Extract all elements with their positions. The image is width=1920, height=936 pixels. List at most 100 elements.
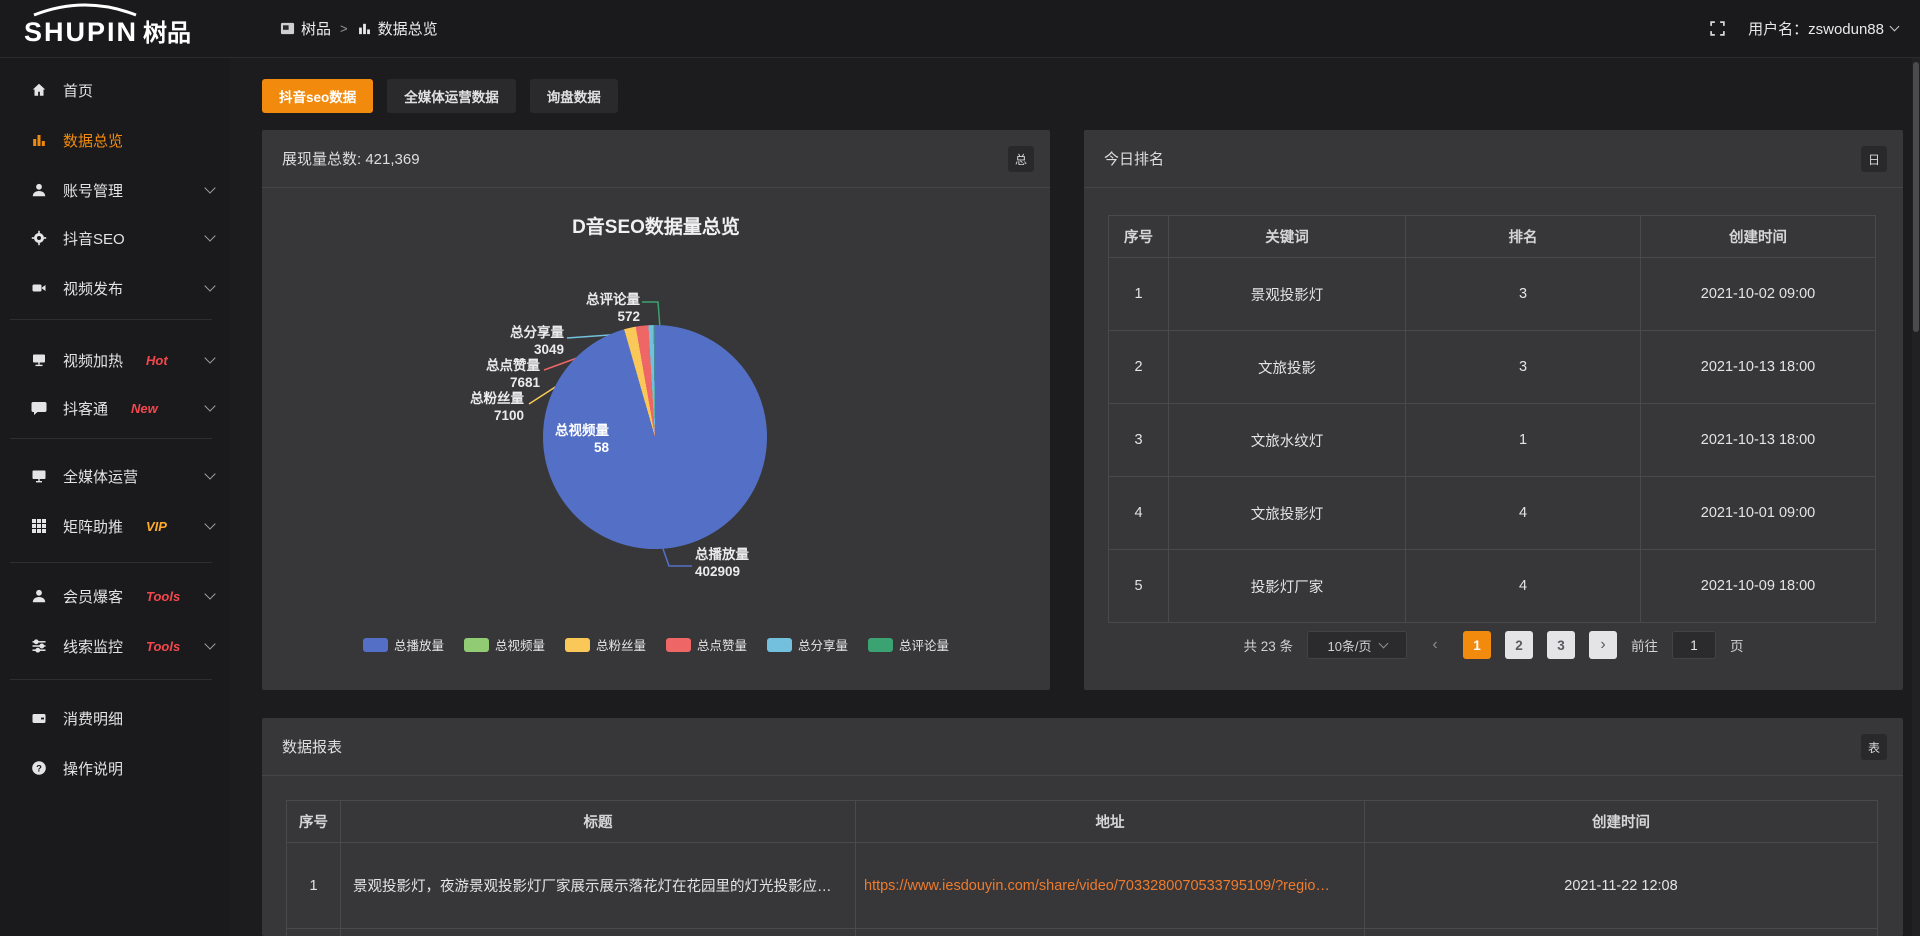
chevron-down-icon (204, 280, 216, 292)
col-index: 序号 (286, 800, 341, 843)
chevron-down-icon (1889, 21, 1900, 32)
grid-icon (32, 519, 46, 533)
pie-label-likes: 总点赞量 7681 (486, 358, 540, 390)
legend-swatch (362, 637, 388, 652)
sidebar-item-video-publish[interactable]: 视频发布 (0, 264, 230, 312)
page-button-3[interactable]: 3 (1547, 631, 1576, 659)
goto-label: 前往 (1631, 639, 1659, 654)
screen-icon (33, 354, 45, 367)
total-view-badge[interactable]: 总 (1008, 146, 1034, 172)
chevron-down-icon (1378, 638, 1388, 648)
report-table-header-row: 序号 标题 地址 创建时间 (286, 800, 1878, 843)
pagination: 共 23 条 10条/页 ‹ 1 2 3 › 前往 页 (1084, 631, 1903, 659)
col-created: 创建时间 (1364, 800, 1878, 843)
logo-text-en: SHUPIN (24, 16, 139, 47)
sidebar-item-video-heating[interactable]: 视频加热 Hot (0, 336, 230, 384)
page-button-1[interactable]: 1 (1463, 631, 1492, 659)
breadcrumb-current[interactable]: 数据总览 (357, 18, 438, 39)
data-source-tabs: 抖音seo数据 全媒体运营数据 询盘数据 (262, 79, 618, 113)
video-camera-icon (32, 284, 46, 292)
scrollbar-thumb[interactable] (1913, 62, 1919, 332)
legend-item-likes[interactable]: 总点赞量 (666, 635, 747, 654)
tab-omni-media-data[interactable]: 全媒体运营数据 (387, 79, 516, 113)
fullscreen-icon[interactable] (1709, 20, 1726, 37)
breadcrumb: 树品 > 数据总览 (280, 18, 438, 39)
legend-swatch (564, 637, 590, 652)
video-link[interactable]: https://www.iesdouyin.com/share/video/70… (864, 877, 1330, 894)
chart-legend: 总播放量 总视频量 总粉丝量 总点赞量 总分享量 总评论量 (262, 635, 1050, 654)
legend-swatch (767, 637, 793, 652)
sidebar-item-doukeTong[interactable]: 抖客通 New (0, 384, 230, 432)
sidebar-item-member-burst[interactable]: 会员爆客 Tools (0, 572, 230, 620)
pie-chart-area: D音SEO数据量总览 总评论量 572 总分享量 3049 总点赞量 7681 … (262, 188, 1050, 690)
new-badge: New (131, 400, 158, 416)
page-size-select[interactable]: 10条/页 (1307, 631, 1408, 659)
table-row: 3 文旅水纹灯 1 2021-10-13 18:00 (1108, 403, 1876, 477)
question-circle-icon: ? (32, 761, 46, 775)
legend-item-plays[interactable]: 总播放量 (362, 635, 444, 654)
bar-chart-icon (358, 23, 370, 35)
table-row: 4 文旅投影灯 4 2021-10-01 09:00 (1108, 476, 1876, 550)
sidebar-divider (10, 319, 212, 320)
daily-view-badge[interactable]: 日 (1861, 146, 1887, 172)
table-row: 5 投影灯厂家 4 2021-10-09 18:00 (1108, 549, 1876, 623)
legend-swatch (868, 637, 894, 652)
chevron-down-icon (204, 468, 216, 480)
chevron-down-icon (204, 352, 216, 364)
col-index: 序号 (1108, 215, 1169, 258)
legend-item-videos[interactable]: 总视频量 (463, 635, 545, 654)
col-title: 标题 (340, 800, 856, 843)
topbar: SHUPIN 树品 树品 > 数据总览 用户名：zswodun88 (0, 0, 1920, 58)
pie-label-fans: 总粉丝量 7100 (470, 391, 524, 423)
col-created: 创建时间 (1640, 215, 1876, 258)
vip-badge: VIP (146, 518, 167, 534)
sidebar-item-instructions[interactable]: ? 操作说明 (0, 744, 230, 792)
next-page-button[interactable]: › (1589, 631, 1618, 659)
user-menu[interactable]: 用户名：zswodun88 (1748, 18, 1900, 39)
sidebar-item-omni-media[interactable]: 全媒体运营 (0, 452, 230, 500)
tab-inquiry-data[interactable]: 询盘数据 (529, 79, 618, 113)
goto-page-input[interactable] (1672, 631, 1717, 659)
ranking-panel-title: 今日排名 (1104, 151, 1165, 168)
pie-chart[interactable] (543, 325, 767, 549)
table-view-badge[interactable]: 表 (1861, 734, 1887, 760)
sidebar-item-home[interactable]: 首页 (0, 66, 230, 114)
sidebar-item-lead-monitor[interactable]: 线索监控 Tools (0, 622, 230, 670)
page-button-2[interactable]: 2 (1505, 631, 1534, 659)
sidebar-item-matrix-boost[interactable]: 矩阵助推 VIP (0, 502, 230, 550)
legend-swatch (666, 637, 691, 652)
seo-panel-header: 展现量总数: 421,369 总 (262, 130, 1050, 188)
sidebar-item-douyin-seo[interactable]: 抖音SEO (0, 214, 230, 262)
legend-item-comments[interactable]: 总评论量 (868, 635, 949, 654)
sidebar-divider (10, 438, 212, 439)
sidebar-item-data-overview[interactable]: 数据总览 (0, 116, 230, 164)
sidebar-item-spend-detail[interactable]: 消费明细 (0, 694, 230, 742)
prev-page-button[interactable]: ‹ (1432, 636, 1438, 653)
sidebar-divider (10, 562, 212, 563)
pie-label-videos: 总视频量 58 (555, 423, 609, 455)
legend-item-fans[interactable]: 总粉丝量 (564, 635, 646, 654)
chevron-down-icon (204, 400, 216, 412)
gear-icon (31, 230, 47, 246)
col-url: 地址 (855, 800, 1365, 843)
svg-text:?: ? (36, 763, 42, 774)
sidebar-item-account-management[interactable]: 账号管理 (0, 166, 230, 214)
data-report-panel: 数据报表 表 序号 标题 地址 创建时间 1 景观投影灯，夜游景观投影灯厂家展示… (262, 718, 1903, 936)
breadcrumb-root[interactable]: 树品 (280, 18, 331, 39)
legend-item-shares[interactable]: 总分享量 (767, 635, 848, 654)
user-icon (32, 183, 46, 197)
logo-arc (33, 3, 137, 16)
tab-douyin-seo-data[interactable]: 抖音seo数据 (262, 79, 374, 113)
legend-swatch (463, 637, 489, 652)
app-logo: SHUPIN 树品 (0, 0, 230, 58)
chevron-down-icon (204, 518, 216, 530)
monitor-icon (32, 470, 46, 483)
sidebar-divider (10, 679, 212, 680)
impressions-total: 展现量总数: 421,369 (282, 151, 420, 168)
person-icon (32, 589, 46, 603)
pie-label-comments: 总评论量 572 (586, 292, 640, 324)
pie-label-plays: 总播放量 402909 (695, 547, 749, 579)
goto-unit: 页 (1730, 639, 1744, 654)
tools-badge: Tools (146, 588, 181, 604)
col-rank: 排名 (1405, 215, 1641, 258)
